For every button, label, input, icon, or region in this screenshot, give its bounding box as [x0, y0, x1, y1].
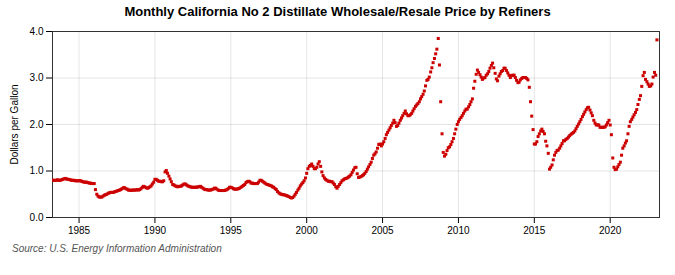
svg-text:Dollars per Gallon: Dollars per Gallon — [9, 84, 20, 164]
svg-text:4.0: 4.0 — [30, 26, 44, 37]
svg-text:2015: 2015 — [523, 225, 546, 236]
svg-text:2000: 2000 — [296, 225, 319, 236]
svg-text:2010: 2010 — [447, 225, 470, 236]
svg-text:1990: 1990 — [144, 225, 167, 236]
svg-text:2.0: 2.0 — [30, 119, 44, 130]
svg-text:0.0: 0.0 — [30, 212, 44, 223]
html-text:Source: U.S. Energy Informatio: Source: U.S. Energy Information Administ… — [12, 243, 222, 254]
svg-text:3.0: 3.0 — [30, 72, 44, 83]
html-text:Monthly California No 2 Distil: Monthly California No 2 Distillate Whole… — [124, 4, 551, 19]
svg-text:2020: 2020 — [599, 225, 622, 236]
svg-text:1995: 1995 — [220, 225, 243, 236]
svg-text:2005: 2005 — [371, 225, 394, 236]
svg-text:1.0: 1.0 — [30, 165, 44, 176]
svg-text:1985: 1985 — [68, 225, 91, 236]
